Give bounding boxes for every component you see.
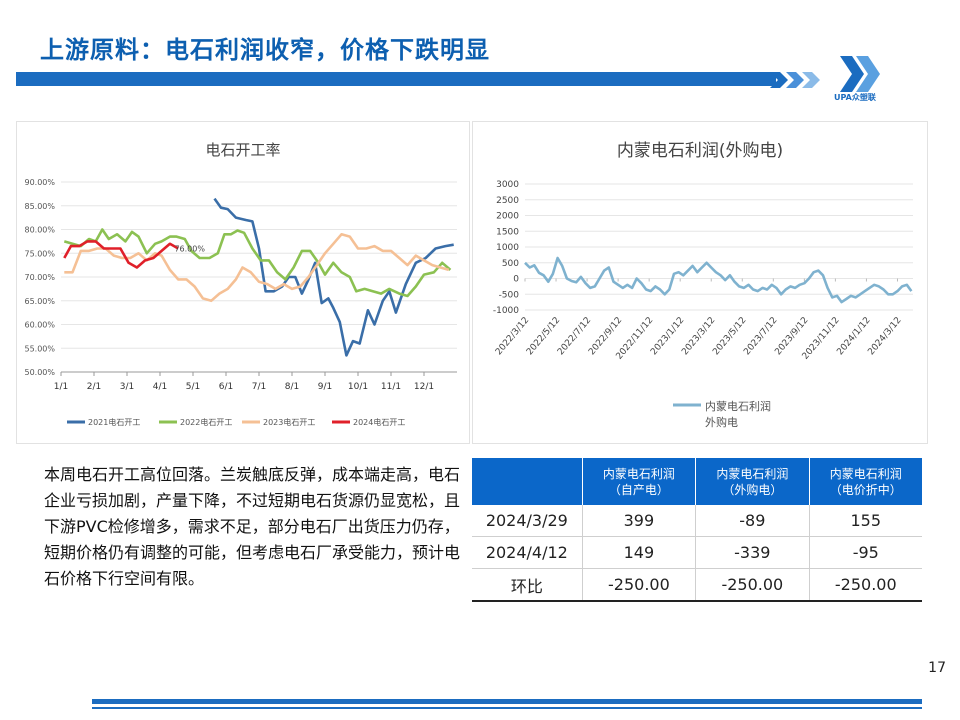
table-cell: 149: [582, 536, 697, 569]
y-tick-label: -1000: [493, 306, 519, 316]
x-tick-label: 6/1: [219, 382, 233, 392]
series-line: [524, 256, 913, 304]
y-tick-label: 85.00%: [24, 202, 55, 211]
footer-bar-thin: [92, 707, 922, 709]
x-tick-label: 12/1: [414, 382, 434, 392]
chart-title: 电石开工率: [205, 141, 280, 159]
y-tick-label: 60.00%: [24, 321, 55, 330]
legend-label: 2022电石开工: [180, 417, 232, 427]
x-tick-label: 5/1: [186, 382, 200, 392]
y-tick-label: 1000: [496, 243, 519, 253]
x-tick-label: 7/1: [252, 382, 266, 392]
series-line: [64, 233, 450, 303]
series-line: [63, 240, 179, 269]
table-cell: -89: [695, 505, 810, 537]
legend-label: 外购电: [705, 415, 738, 429]
table-header-2: 内蒙电石利润 （外购电）: [695, 458, 810, 505]
table-row: 环比 -250.00 -250.00 -250.00: [472, 568, 922, 602]
legend-label: 2023电石开工: [263, 417, 315, 427]
table-cell: -95: [809, 536, 922, 569]
decorative-arrows: [770, 72, 820, 88]
y-tick-label: 2500: [496, 196, 519, 206]
operating-rate-chart: 电石开工率 90.00% 85.00% 80.00% 75.00% 70.00% 65.00…: [24, 141, 457, 427]
x-tick-label: 8/1: [285, 382, 299, 392]
legend-label: 内蒙电石利润: [705, 399, 771, 413]
table-cell: -250.00: [695, 568, 810, 602]
table-header-1: 内蒙电石利润 （自产电）: [582, 458, 697, 505]
footer-bar: [92, 699, 922, 704]
table-cell: -250.00: [582, 568, 697, 602]
table-row: 2024/4/12 149 -339 -95: [472, 536, 922, 569]
svg-text:UPA众塑联: UPA众塑联: [834, 92, 876, 102]
x-tick-label: 3/1: [120, 382, 134, 392]
chart-title: 内蒙电石利润(外购电): [617, 141, 783, 161]
legend-label: 2024电石开工: [353, 417, 405, 427]
table-cell: 环比: [472, 568, 583, 602]
x-tick-label: 4/1: [153, 382, 167, 392]
analysis-text: 本周电石开工高位回落。兰炭触底反弹，成本端走高，电石企业亏损加剧，产量下降，不过…: [44, 465, 461, 588]
x-tick-label: 11/1: [381, 382, 401, 392]
table-header-0: [472, 458, 583, 505]
x-tick-label: 2/1: [87, 382, 101, 392]
y-tick-label: 0: [513, 275, 519, 285]
y-tick-label: 70.00%: [24, 273, 55, 282]
y-tick-label: 75.00%: [24, 249, 55, 258]
data-label: 76.00%: [174, 245, 205, 254]
y-tick-label: 2000: [496, 212, 519, 222]
y-tick-label: 80.00%: [24, 226, 55, 235]
series-line: [63, 228, 452, 298]
x-tick-label: 1/1: [54, 382, 68, 392]
chart-panel-profit: 内蒙电石利润(外购电) 3000 2500 2000 1500 1000 500 0 -500 -…: [472, 121, 928, 444]
table-cell: 2024/4/12: [472, 536, 583, 569]
table-cell: 399: [582, 505, 697, 537]
y-tick-label: -500: [499, 290, 520, 300]
page-number: 17: [928, 660, 946, 676]
y-tick-label: 50.00%: [24, 368, 55, 377]
chart-panel-operating-rate: 电石开工率 90.00% 85.00% 80.00% 75.00% 70.00% 65.00…: [16, 121, 470, 444]
y-tick-label: 3000: [496, 180, 519, 190]
table-header-3: 内蒙电石利润 （电价折中）: [809, 458, 922, 505]
profit-table: 内蒙电石利润 （自产电） 内蒙电石利润 （外购电） 内蒙电石利润 （电价折中） 2024/…: [472, 458, 922, 602]
y-tick-label: 65.00%: [24, 297, 55, 306]
x-tick-label: 10/1: [348, 382, 368, 392]
y-tick-label: 55.00%: [24, 344, 55, 353]
title-underline-bar: [16, 72, 776, 86]
table-cell: -250.00: [809, 568, 922, 602]
table-cell: 2024/3/29: [472, 505, 583, 537]
table-cell: 155: [809, 505, 922, 537]
page-title: 上游原料：电石利润收窄，价格下跌明显: [40, 36, 490, 64]
upa-logo: UPA众塑联: [830, 52, 894, 102]
table-cell: -339: [695, 536, 810, 569]
y-tick-label: 1500: [496, 227, 519, 237]
profit-chart: 内蒙电石利润(外购电) 3000 2500 2000 1500 1000 500 0 -500 -…: [493, 141, 913, 429]
table-row: 2024/3/29 399 -89 155: [472, 505, 922, 537]
y-tick-label: 500: [502, 259, 519, 269]
legend-label: 2021电石开工: [88, 417, 140, 427]
y-tick-label: 90.00%: [24, 178, 55, 187]
x-tick-label: 9/1: [318, 382, 332, 392]
